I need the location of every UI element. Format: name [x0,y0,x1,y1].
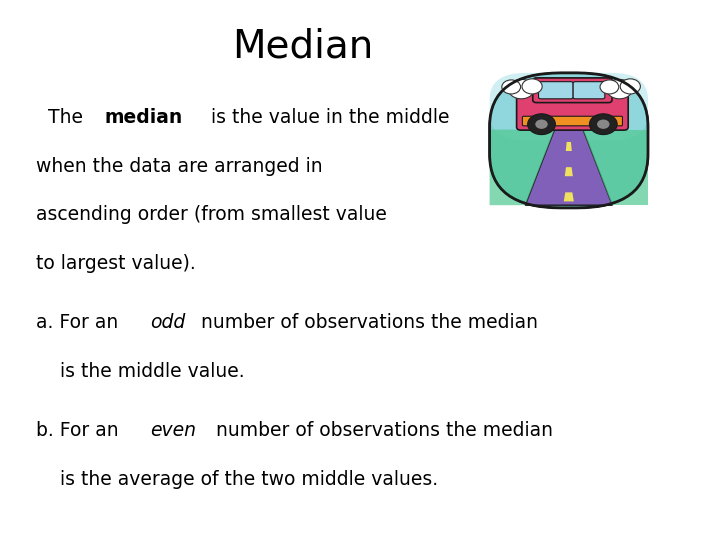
Polygon shape [564,192,574,201]
Circle shape [600,80,618,94]
FancyBboxPatch shape [490,73,648,140]
FancyBboxPatch shape [573,82,605,99]
FancyBboxPatch shape [517,94,628,130]
Polygon shape [490,130,554,205]
Text: number of observations the median: number of observations the median [210,421,553,440]
Circle shape [522,79,542,94]
Text: when the data are arranged in: when the data are arranged in [36,157,323,176]
Polygon shape [564,167,573,176]
Circle shape [620,79,640,94]
Circle shape [528,114,555,134]
FancyBboxPatch shape [490,73,648,208]
Circle shape [597,119,610,129]
FancyBboxPatch shape [523,116,623,126]
Text: is the value in the middle: is the value in the middle [205,108,450,127]
FancyBboxPatch shape [533,78,612,103]
Text: Median: Median [232,27,373,65]
Text: is the middle value.: is the middle value. [36,362,245,381]
Text: ascending order (from smallest value: ascending order (from smallest value [36,205,387,224]
Text: is the average of the two middle values.: is the average of the two middle values. [36,470,438,489]
Circle shape [590,114,617,134]
Text: a. For an: a. For an [36,313,125,332]
Text: b. For an: b. For an [36,421,125,440]
FancyBboxPatch shape [539,82,573,99]
Circle shape [606,79,632,99]
Text: to largest value).: to largest value). [36,254,196,273]
Circle shape [502,80,521,94]
Polygon shape [566,142,572,151]
Text: median: median [104,108,183,127]
Polygon shape [583,130,648,205]
Circle shape [508,79,534,99]
Text: even: even [150,421,197,440]
Text: odd: odd [150,313,185,332]
Circle shape [535,119,548,129]
Polygon shape [526,130,612,205]
Text: number of observations the median: number of observations the median [195,313,539,332]
Text: The: The [36,108,89,127]
